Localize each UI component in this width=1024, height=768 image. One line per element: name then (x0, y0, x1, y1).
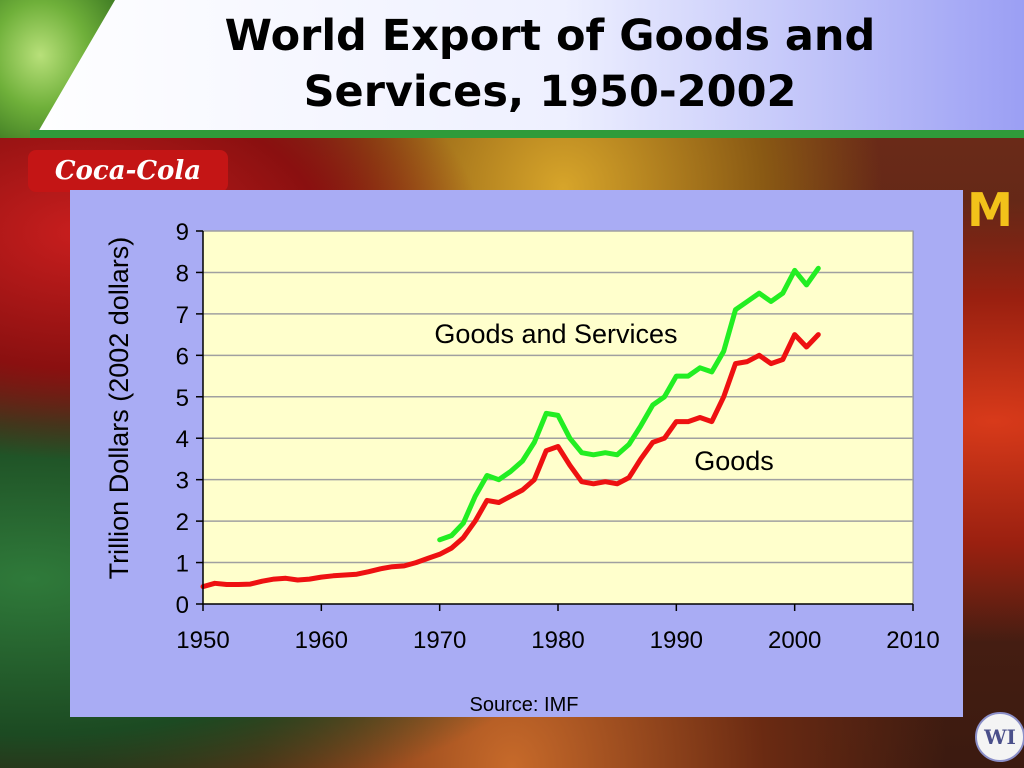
y-tick-label: 2 (176, 509, 189, 536)
x-tick-label: 1990 (650, 627, 703, 654)
x-tick-label: 2000 (768, 627, 821, 654)
y-tick-label: 6 (176, 343, 189, 370)
y-tick-label: 4 (176, 426, 189, 453)
green-accent-bar (30, 130, 1024, 138)
wm-logo: WI (975, 712, 1024, 762)
leaf-decoration (0, 0, 115, 138)
slide-header: World Export of Goods and Services, 1950… (0, 0, 1024, 138)
x-tick-label: 1970 (413, 627, 466, 654)
source-note: Source: IMF (470, 694, 579, 716)
y-tick-label: 5 (176, 385, 189, 412)
annotation-goods: Goods (694, 446, 774, 476)
y-tick-label: 8 (176, 260, 189, 287)
mcdonalds-arches-logo: M (967, 183, 1013, 237)
x-tick-label: 2010 (886, 627, 939, 654)
x-tick-label: 1960 (295, 627, 348, 654)
y-tick-label: 1 (176, 551, 189, 578)
line-chart: 0 1 2 3 4 5 6 7 8 9 1950 1960 1970 1980 1990 2000 2010 T… (104, 219, 940, 716)
y-tick-label: 7 (176, 302, 189, 329)
series-line-goods-and-services (437, 265, 821, 543)
annotation-goods-and-services: Goods and Services (434, 319, 677, 349)
series-line-goods (200, 332, 821, 590)
y-tick-label: 0 (176, 592, 189, 619)
y-tick-label: 9 (176, 219, 189, 246)
x-tick-label: 1980 (531, 627, 584, 654)
y-tick-label: 3 (176, 468, 189, 495)
coca-cola-logo: Coca-Cola (28, 150, 228, 192)
slide-title: World Export of Goods and Services, 1950… (224, 11, 876, 117)
chart-panel: 0 1 2 3 4 5 6 7 8 9 1950 1960 1970 1980 1990 2000 2010 T… (70, 190, 963, 717)
x-tick-label: 1950 (176, 627, 229, 654)
y-axis-title: Trillion Dollars (2002 dollars) (104, 237, 134, 580)
